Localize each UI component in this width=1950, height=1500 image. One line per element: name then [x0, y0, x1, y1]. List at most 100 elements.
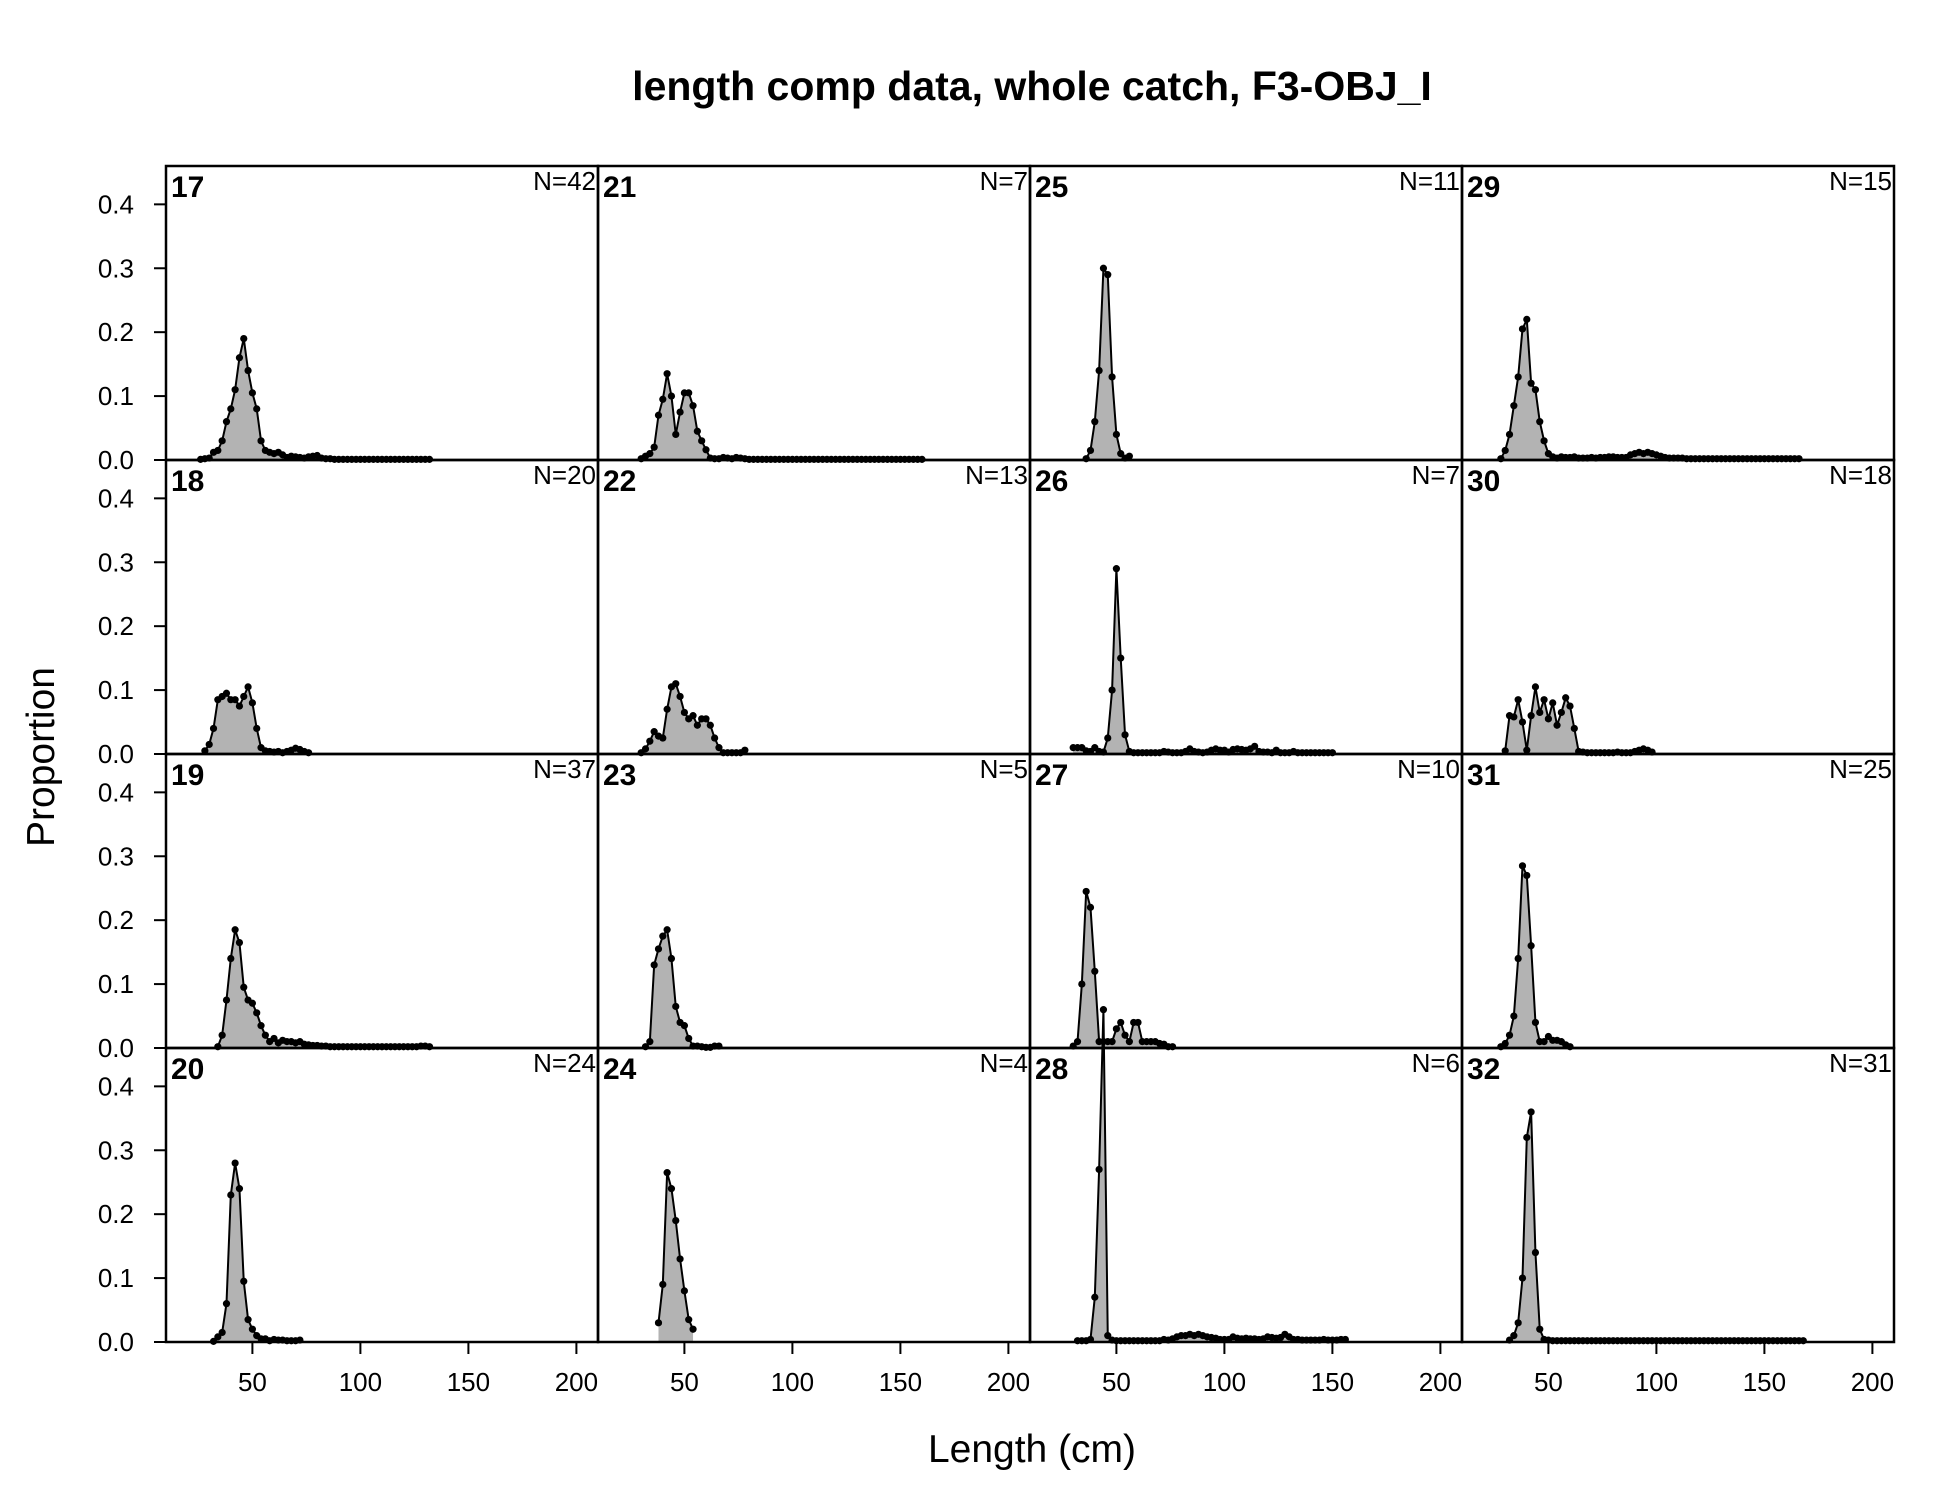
y-tick-label: 0.2 [98, 611, 134, 641]
data-point [659, 1280, 667, 1289]
data-point [222, 1300, 231, 1308]
data-point [222, 418, 231, 426]
panel-18-area [204, 686, 309, 754]
y-tick-label: 0.2 [98, 317, 134, 347]
y-tick-label: 0.0 [98, 445, 134, 475]
data-point [1510, 1332, 1518, 1340]
data-point [1527, 712, 1535, 720]
panel-label: 31 [1467, 759, 1500, 792]
data-point [201, 747, 209, 755]
panel-22: 22 N=13 [596, 458, 1032, 757]
panel-label: 25 [1035, 171, 1068, 204]
y-tick-label: 0.0 [98, 739, 134, 769]
data-point [244, 683, 252, 691]
data-point [1518, 1274, 1527, 1282]
data-point [672, 1216, 680, 1225]
panels-grid: 17 N=42 18 N=20 19 N=37 20 N=24 21 N=7 22 N=13 23 N=5… [164, 164, 1896, 1345]
data-point [667, 392, 676, 400]
data-point [667, 1185, 676, 1193]
x-tick-label: 150 [1743, 1367, 1786, 1397]
data-point [672, 430, 680, 439]
data-point [1514, 954, 1522, 963]
panel-label: 22 [603, 465, 636, 498]
data-point [1099, 264, 1108, 272]
data-point [659, 395, 667, 403]
data-point [659, 734, 667, 742]
data-point [693, 427, 701, 435]
data-point [693, 721, 701, 729]
data-point [741, 746, 749, 754]
panel-32-area [1509, 1111, 1804, 1342]
data-point [1570, 724, 1578, 733]
y-tick-label: 0.4 [98, 189, 134, 219]
data-point [685, 1316, 693, 1324]
panel-24-area [658, 1172, 694, 1342]
data-point [1117, 450, 1125, 458]
y-tick-label: 0.2 [98, 1199, 134, 1229]
panel-label: 30 [1467, 465, 1500, 498]
data-point [1514, 1319, 1522, 1327]
data-point [235, 1185, 244, 1193]
data-point [253, 405, 261, 413]
sample-size-label: N=20 [533, 460, 596, 490]
data-point [1078, 980, 1086, 988]
y-tick-label: 0.3 [98, 841, 134, 871]
data-point [689, 712, 697, 720]
y-tick-label: 0.4 [98, 1071, 134, 1101]
data-point [240, 692, 248, 701]
data-point [227, 1191, 235, 1199]
panel-23: 23 N=5 [596, 752, 1032, 1051]
data-point [1112, 430, 1120, 439]
data-point [1073, 1038, 1082, 1046]
data-point [1501, 1039, 1509, 1048]
y-tick-label: 0.1 [98, 381, 134, 411]
panel-28-line [1077, 1009, 1346, 1342]
y-tick-label: 0.3 [98, 547, 134, 577]
data-point [240, 1277, 248, 1285]
panel-31-area [1500, 865, 1570, 1048]
data-point [214, 446, 222, 455]
data-point [654, 945, 663, 953]
panel-frame [596, 458, 1032, 756]
panel-19: 19 N=37 [164, 752, 600, 1051]
panel-label: 24 [603, 1053, 637, 1086]
sample-size-label: N=13 [965, 460, 1028, 490]
data-point [1523, 1133, 1531, 1142]
data-point [1531, 1018, 1540, 1027]
panel-frame [1460, 1046, 1896, 1344]
data-point [1540, 437, 1548, 445]
data-point [222, 996, 231, 1004]
data-point [1518, 325, 1527, 333]
data-point [1505, 1031, 1514, 1039]
y-tick-label: 0.1 [98, 675, 134, 705]
data-point [244, 366, 252, 375]
panel-24: 24 N=4 [596, 1046, 1032, 1344]
data-point [1082, 887, 1090, 896]
panel-30-area [1505, 686, 1653, 754]
panel-26-area [1073, 568, 1333, 754]
data-point [1125, 1038, 1133, 1046]
data-point [672, 680, 680, 688]
data-point [1104, 734, 1112, 742]
data-point [680, 1022, 689, 1030]
data-point [676, 408, 684, 416]
y-tick-label: 0.0 [98, 1033, 134, 1063]
data-point [1104, 271, 1112, 279]
data-point [711, 734, 719, 742]
sample-size-label: N=18 [1829, 460, 1892, 490]
data-point [1091, 418, 1099, 426]
data-point [1510, 1012, 1518, 1020]
panel-30: 30 N=18 [1460, 458, 1896, 757]
x-tick-label: 200 [1851, 1367, 1894, 1397]
y-tick-label: 0.4 [98, 483, 134, 513]
data-point [235, 354, 244, 362]
sample-size-label: N=42 [533, 166, 596, 196]
data-point [244, 1316, 252, 1324]
data-point [663, 705, 671, 713]
data-point [663, 926, 671, 934]
data-point [654, 411, 663, 419]
data-point [702, 715, 710, 723]
data-point [1134, 1018, 1142, 1027]
data-point [1514, 696, 1522, 704]
panel-17-area [200, 338, 430, 460]
